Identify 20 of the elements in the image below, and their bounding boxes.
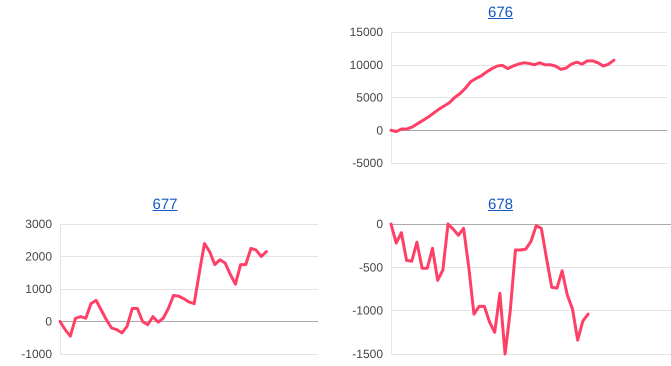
y-tick-label: 10000	[350, 58, 384, 72]
y-tick-label: -500	[358, 260, 384, 274]
chart-title: 677	[151, 196, 179, 213]
y-tick-label: 0	[45, 314, 52, 328]
chart-title: 676	[486, 4, 514, 21]
y-tick-label: 0	[376, 123, 384, 138]
chart-title: 678	[486, 196, 514, 213]
y-tick-label: 3000	[25, 217, 52, 231]
y-tick-label: -1500	[352, 347, 384, 361]
y-tick-label: 2000	[25, 250, 52, 264]
y-tick-label: 15000	[350, 25, 384, 39]
line-series	[390, 222, 590, 356]
y-tick-label: 0	[376, 217, 384, 231]
y-tick-label: -5000	[352, 156, 384, 170]
line-series	[58, 242, 268, 338]
y-tick-label: 5000	[356, 90, 384, 104]
line-series	[390, 58, 616, 134]
y-tick-label: -1000	[21, 347, 52, 361]
y-tick-label: -1000	[352, 304, 384, 318]
y-tick-label: 1000	[25, 282, 52, 296]
